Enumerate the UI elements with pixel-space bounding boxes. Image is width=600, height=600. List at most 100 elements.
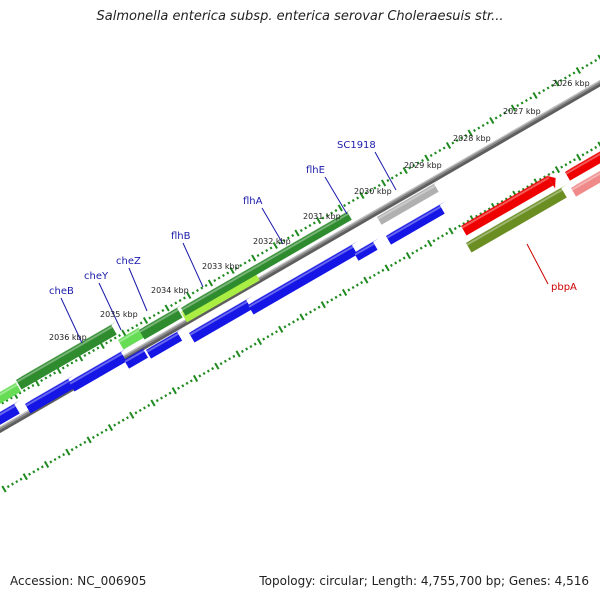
block-rev-1-bevel bbox=[25, 375, 75, 404]
callout-line-flhA bbox=[261, 207, 284, 245]
major-tick bbox=[129, 411, 135, 419]
major-tick bbox=[427, 239, 433, 247]
minor-tick bbox=[381, 268, 385, 272]
minor-tick bbox=[292, 320, 295, 324]
minor-tick bbox=[195, 288, 199, 293]
block-pbpA-bevel bbox=[466, 184, 568, 243]
minor-tick bbox=[105, 341, 109, 345]
major-tick bbox=[192, 374, 199, 382]
block-rev-3-body bbox=[124, 349, 149, 369]
minor-tick bbox=[368, 276, 372, 280]
minor-tick bbox=[304, 313, 308, 317]
major-tick bbox=[489, 116, 495, 125]
minor-tick bbox=[351, 198, 355, 203]
block-cheZ bbox=[139, 304, 184, 340]
major-tick bbox=[445, 141, 452, 150]
block-rev-1 bbox=[25, 375, 75, 414]
minor-tick bbox=[15, 480, 19, 484]
minor-tick bbox=[351, 285, 355, 290]
minor-tick bbox=[262, 337, 266, 341]
major-tick bbox=[510, 104, 517, 112]
major-tick bbox=[207, 279, 214, 287]
major-tick bbox=[575, 66, 581, 75]
major-tick bbox=[86, 436, 92, 444]
major-tick bbox=[405, 252, 412, 260]
minor-tick bbox=[70, 361, 74, 365]
minor-tick bbox=[436, 236, 440, 240]
minor-tick bbox=[247, 258, 251, 263]
minor-tick bbox=[589, 61, 593, 65]
major-tick bbox=[467, 129, 473, 137]
block-cheB-shine bbox=[16, 325, 113, 383]
minor-tick bbox=[19, 477, 23, 481]
block-flhA-body bbox=[181, 212, 352, 316]
minor-tick bbox=[503, 111, 507, 115]
kbp-label: 2033 kbp bbox=[202, 262, 240, 271]
minor-tick bbox=[96, 433, 100, 437]
block-rev-8-bevel bbox=[386, 201, 446, 236]
major-tick bbox=[107, 424, 114, 432]
minor-tick bbox=[36, 467, 40, 471]
minor-tick bbox=[520, 101, 524, 105]
kbp-label: 2026 kbp bbox=[552, 79, 590, 88]
minor-tick bbox=[11, 482, 14, 486]
gene-label-pbpA: pbpA bbox=[551, 282, 577, 293]
minor-tick bbox=[386, 178, 390, 183]
minor-tick bbox=[155, 399, 159, 403]
minor-tick bbox=[564, 163, 568, 167]
block-red-right-edge-bevel bbox=[565, 151, 600, 172]
block-rev-7-bevel bbox=[354, 238, 380, 253]
block-red-right-edge-shine bbox=[565, 152, 600, 175]
block-rev-5-body bbox=[189, 300, 252, 343]
minor-tick bbox=[389, 263, 393, 267]
minor-tick bbox=[291, 233, 295, 238]
minor-tick bbox=[191, 291, 195, 295]
block-pink-right-edge-shine bbox=[571, 172, 600, 191]
minor-tick bbox=[338, 293, 342, 297]
minor-tick bbox=[200, 286, 204, 290]
block-rev-2-shine bbox=[69, 352, 123, 385]
minor-tick bbox=[161, 308, 165, 313]
callout-line-cheZ bbox=[128, 267, 148, 312]
minor-tick bbox=[568, 73, 572, 78]
minor-tick bbox=[286, 236, 290, 240]
minor-tick bbox=[206, 369, 210, 373]
minor-tick bbox=[458, 224, 461, 228]
minor-tick bbox=[170, 303, 173, 308]
gene-label-flhB: flhB bbox=[171, 231, 191, 242]
minor-tick bbox=[143, 406, 146, 410]
minor-tick bbox=[395, 173, 399, 178]
inner-tick-track bbox=[1, 141, 600, 493]
minor-tick bbox=[126, 328, 130, 333]
kbp-label: 2035 kbp bbox=[100, 310, 138, 319]
major-tick bbox=[256, 338, 263, 346]
minor-tick bbox=[494, 116, 498, 120]
map-title: Salmonella enterica subsp. enterica sero… bbox=[96, 9, 504, 24]
block-pink-right-edge bbox=[571, 170, 600, 197]
block-rev-6-shine bbox=[248, 245, 354, 308]
outer-tick-track bbox=[1, 54, 600, 405]
minor-tick bbox=[66, 363, 70, 368]
block-cheZ-body bbox=[139, 308, 183, 340]
minor-tick bbox=[57, 455, 61, 459]
major-tick bbox=[65, 448, 71, 456]
minor-tick bbox=[560, 165, 564, 169]
block-SC1918-bevel bbox=[377, 180, 441, 217]
block-che-left-edge bbox=[0, 379, 22, 404]
minor-tick bbox=[74, 445, 78, 449]
minor-tick bbox=[266, 335, 270, 339]
minor-tick bbox=[219, 362, 223, 366]
minor-tick bbox=[455, 138, 459, 143]
gene-label-cheY: cheY bbox=[84, 271, 109, 282]
block-pbpA-body bbox=[466, 188, 567, 253]
minor-tick bbox=[121, 418, 125, 422]
major-tick bbox=[22, 473, 28, 481]
minor-tick bbox=[217, 276, 221, 280]
minor-tick bbox=[464, 133, 468, 138]
minor-tick bbox=[377, 183, 381, 188]
block-rev-0 bbox=[0, 400, 21, 425]
minor-tick bbox=[164, 394, 168, 398]
block-cheZ-bevel bbox=[139, 304, 184, 330]
major-tick bbox=[150, 399, 156, 407]
